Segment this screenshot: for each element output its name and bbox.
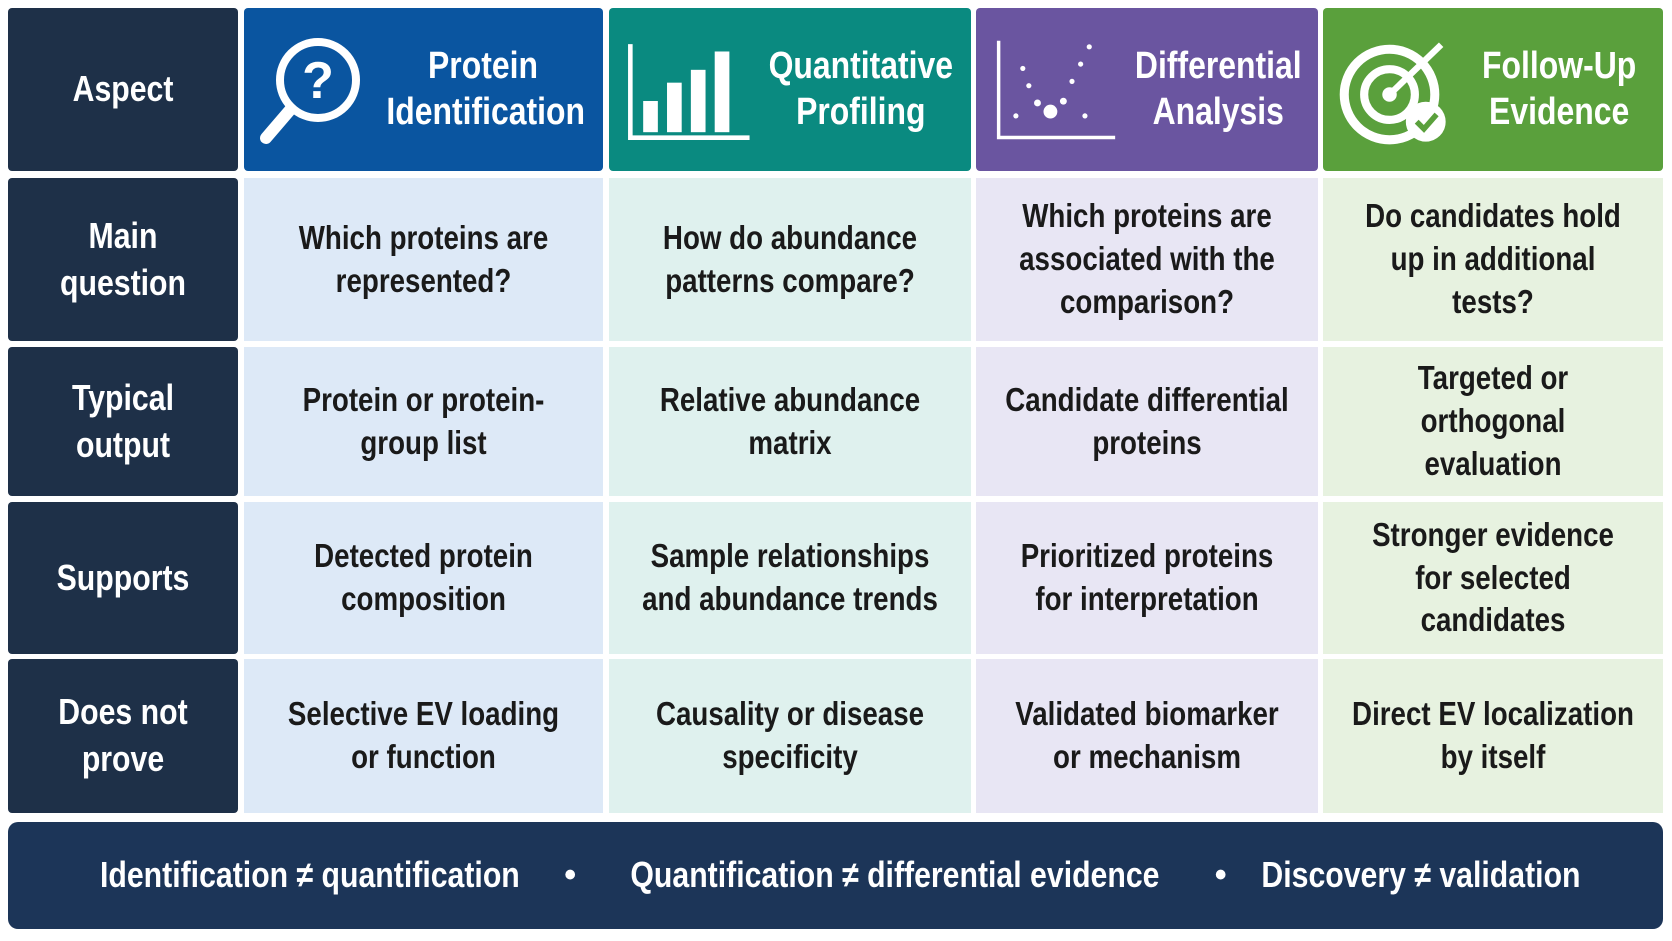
column-title: Protein Identification xyxy=(386,44,586,133)
cell-text: Which proteins are represented? xyxy=(298,218,549,299)
row-label: Does not prove xyxy=(8,659,238,813)
svg-text:?: ? xyxy=(302,52,334,110)
cell-text: Direct EV localization by itself xyxy=(1352,695,1634,775)
cell-text: Detected protein composition xyxy=(314,537,533,617)
cell-text: Sample relationships and abundance trend… xyxy=(642,537,938,617)
footer-item: Quantification ≠ differential evidence xyxy=(630,854,1160,896)
row-label-text: Typical output xyxy=(72,376,174,465)
column-title: Quantitative Profiling xyxy=(768,44,954,133)
cell-text: Protein or protein-group list xyxy=(302,380,545,461)
magnifier-icon: ? xyxy=(260,37,360,144)
column-title: Differential Analysis xyxy=(1135,44,1303,133)
table-cell: Relative abundance matrix xyxy=(609,347,971,496)
table-cell: Validated biomarker or mechanism xyxy=(976,659,1318,813)
table-cell: Causality or disease specificity xyxy=(609,659,971,813)
table-cell: Which proteins are represented? xyxy=(244,178,603,341)
scatter-icon xyxy=(996,40,1116,139)
bar-chart-icon xyxy=(628,43,750,140)
row-label-text: Does not prove xyxy=(58,691,188,779)
aspect-header: Aspect xyxy=(8,8,238,171)
cell-text: How do abundance patterns compare? xyxy=(662,218,918,299)
cell-text: Prioritized proteins for interpretation xyxy=(1020,537,1274,617)
column-header: Follow-Up Evidence xyxy=(1323,8,1663,171)
table-cell: Candidate differential proteins xyxy=(976,347,1318,496)
cell-text: Relative abundance matrix xyxy=(659,380,921,461)
cell-text: Selective EV loading or function xyxy=(287,695,560,775)
separator: • xyxy=(1214,856,1227,894)
cell-text: Stronger evidence for selected candidate… xyxy=(1372,515,1614,639)
table-cell: Direct EV localization by itself xyxy=(1323,659,1663,813)
row-label: Supports xyxy=(8,502,238,654)
table-cell: Prioritized proteins for interpretation xyxy=(976,502,1318,654)
target-icon xyxy=(1339,41,1446,144)
cell-text: Which proteins are associated with the c… xyxy=(1019,197,1275,320)
table-cell: Stronger evidence for selected candidate… xyxy=(1323,502,1663,654)
row-label-text: Supports xyxy=(56,556,190,598)
column-header: ? Protein Identification xyxy=(244,8,603,171)
table-cell: Do candidates hold up in additional test… xyxy=(1323,178,1663,341)
cell-text: Validated biomarker or mechanism xyxy=(1015,695,1279,775)
footer: Identification ≠ quantification • Quanti… xyxy=(8,822,1663,929)
table-cell: Protein or protein-group list xyxy=(244,347,603,496)
cell-text: Candidate differential proteins xyxy=(1005,380,1289,461)
cell-text: Do candidates hold up in additional test… xyxy=(1365,197,1621,320)
footer-item: Identification ≠ quantification xyxy=(100,854,520,896)
table-cell: Which proteins are associated with the c… xyxy=(976,178,1318,341)
separator: • xyxy=(564,856,577,894)
column-header: Differential Analysis xyxy=(976,8,1318,171)
table-cell: How do abundance patterns compare? xyxy=(609,178,971,341)
column-header: Quantitative Profiling xyxy=(609,8,971,171)
cell-text: Targeted or orthogonal evaluation xyxy=(1417,359,1569,482)
footer-item: Discovery ≠ validation xyxy=(1261,854,1581,896)
aspect-text: Aspect xyxy=(72,68,174,110)
table-cell: Selective EV loading or function xyxy=(244,659,603,813)
table-cell: Targeted or orthogonal evaluation xyxy=(1323,347,1663,496)
row-label: Typical output xyxy=(8,347,238,496)
cell-text: Causality or disease specificity xyxy=(655,695,925,775)
column-title: Follow-Up Evidence xyxy=(1481,44,1636,133)
table-cell: Sample relationships and abundance trend… xyxy=(609,502,971,654)
row-label-text: Main question xyxy=(60,214,186,303)
row-label: Main question xyxy=(8,178,238,341)
table-cell: Detected protein composition xyxy=(244,502,603,654)
